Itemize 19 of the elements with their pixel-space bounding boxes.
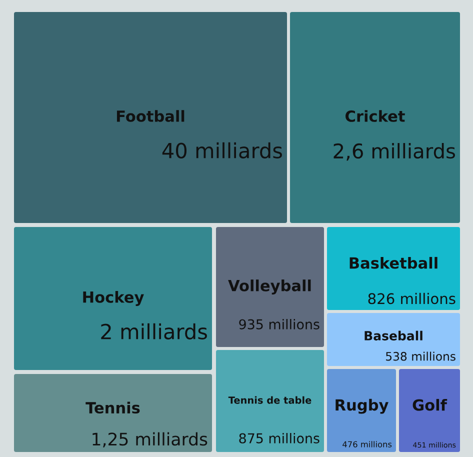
category-label: Tennis de table bbox=[228, 396, 312, 404]
category-label: Golf bbox=[412, 398, 448, 411]
category-label: Baseball bbox=[364, 330, 422, 340]
category-label: Tennis bbox=[86, 402, 140, 414]
data-label: 1,25 milliards bbox=[92, 432, 208, 448]
data-label: 935 millions bbox=[239, 318, 320, 330]
category-label: Football bbox=[116, 110, 184, 122]
data-label: 2 milliards bbox=[101, 323, 207, 340]
category-label: Basketball bbox=[350, 256, 438, 269]
category-label: Volleyball bbox=[228, 280, 311, 294]
category-label: Hockey bbox=[83, 291, 144, 306]
data-label: 875 millions bbox=[239, 432, 320, 444]
data-label: 476 millions bbox=[342, 441, 392, 448]
data-label: 2,6 milliards bbox=[334, 143, 456, 161]
data-label: 40 milliards bbox=[162, 142, 282, 158]
category-label: Rugby bbox=[336, 398, 388, 414]
category-label: Cricket bbox=[346, 110, 405, 122]
data-label: 826 millions bbox=[368, 292, 456, 304]
data-label: 538 millions bbox=[386, 352, 456, 361]
